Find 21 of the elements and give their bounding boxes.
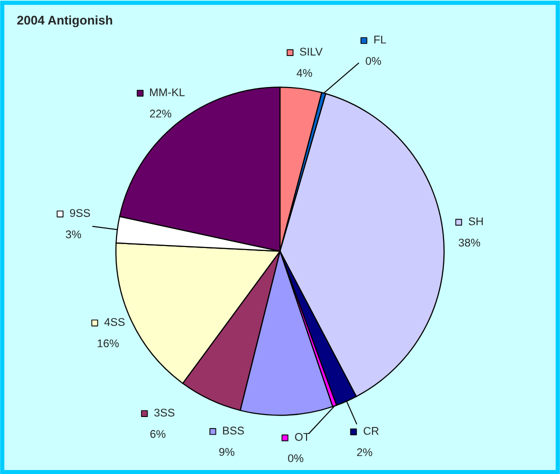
- legend-label: SILV: [300, 48, 323, 56]
- legend-label: FL: [374, 36, 386, 44]
- data-label: 0%: [288, 454, 304, 462]
- data-label: 4%: [296, 69, 312, 77]
- data-label: 0%: [366, 57, 381, 65]
- legend-label: OT: [295, 432, 310, 441]
- legend-label: BSS: [223, 426, 244, 435]
- data-label: 22%: [150, 110, 172, 118]
- legend-label: SH: [468, 217, 483, 226]
- data-label: 38%: [458, 238, 480, 247]
- data-label: 16%: [98, 339, 119, 348]
- legend-label: CR: [364, 426, 379, 435]
- legend-label: 4SS: [104, 318, 125, 326]
- legend-label: 9SS: [70, 209, 90, 217]
- data-label: 3%: [66, 230, 82, 238]
- legend-label: MM-KL: [150, 88, 185, 96]
- legend-label: 3SS: [154, 408, 174, 417]
- data-label: 6%: [150, 430, 166, 438]
- data-label: 2%: [357, 448, 372, 456]
- chart-title: 2004 Antigonish: [17, 15, 112, 28]
- data-label: 9%: [219, 448, 234, 456]
